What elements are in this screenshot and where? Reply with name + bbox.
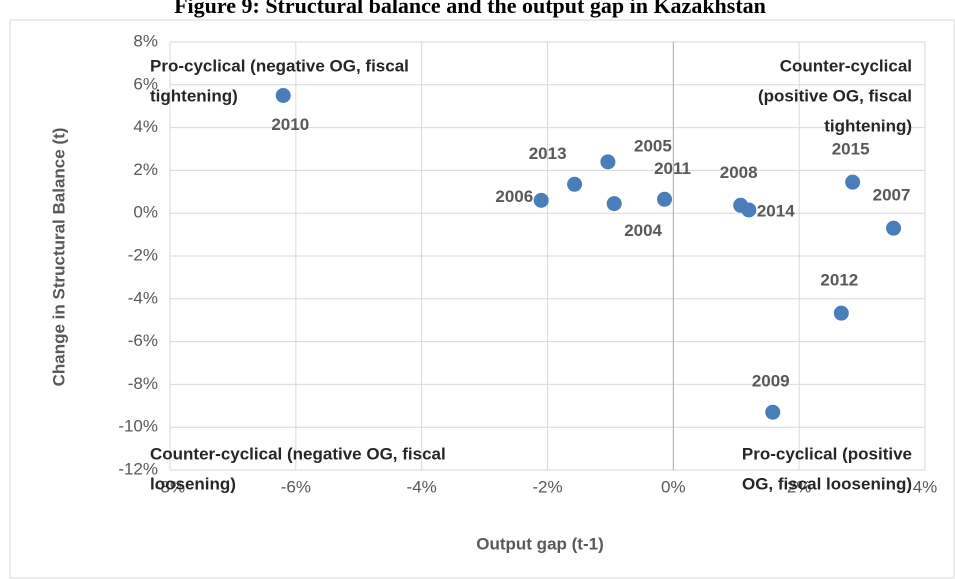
point xyxy=(741,202,757,218)
point xyxy=(567,176,583,192)
x-tick-label: 2% xyxy=(787,477,812,496)
point xyxy=(533,192,549,208)
quadrant-annotation: Pro-cyclical (negative OG, fiscal xyxy=(150,56,409,75)
x-tick-label: 0% xyxy=(661,477,686,496)
quadrant-annotation: OG, fiscal loosening) xyxy=(742,474,912,493)
point-label: 2008 xyxy=(720,163,758,182)
y-tick-label: 6% xyxy=(133,74,158,93)
y-tick-label: -8% xyxy=(128,374,158,393)
point-label: 2010 xyxy=(271,115,309,134)
y-tick-label: -10% xyxy=(118,417,158,436)
quadrant-annotation: Pro-cyclical (positive xyxy=(742,444,912,463)
point xyxy=(845,174,861,190)
x-tick-label: -6% xyxy=(281,477,311,496)
y-axis-label: Change in Structural Balance (t) xyxy=(49,128,68,387)
point-label: 2004 xyxy=(624,221,662,240)
point xyxy=(600,154,616,170)
point xyxy=(886,220,902,236)
y-tick-label: 2% xyxy=(133,160,158,179)
y-tick-label: -6% xyxy=(128,331,158,350)
point-label: 2009 xyxy=(752,372,790,391)
y-tick-label: 0% xyxy=(133,203,158,222)
y-tick-label: -12% xyxy=(118,459,158,478)
point xyxy=(606,196,622,212)
point xyxy=(657,191,673,207)
point-label: 2005 xyxy=(634,136,672,155)
quadrant-annotation: loosening) xyxy=(150,474,236,493)
chart-title: Figure 9: Structural balance and the out… xyxy=(174,0,766,18)
y-tick-label: 8% xyxy=(133,31,158,50)
x-tick-label: 4% xyxy=(913,477,938,496)
point-label: 2013 xyxy=(529,144,567,163)
quadrant-annotation: (positive OG, fiscal xyxy=(758,86,912,105)
point-label: 2006 xyxy=(495,187,533,206)
quadrant-annotation: Counter-cyclical (negative OG, fiscal xyxy=(150,444,446,463)
point-label: 2012 xyxy=(820,271,858,290)
x-tick-label: -8% xyxy=(155,477,185,496)
point xyxy=(275,88,291,103)
point xyxy=(833,305,849,321)
point-label: 2011 xyxy=(654,159,691,178)
quadrant-annotation: Counter-cyclical xyxy=(780,56,912,75)
quadrant-annotation: tightening) xyxy=(150,86,238,105)
point xyxy=(765,404,781,420)
x-tick-label: -2% xyxy=(532,477,562,496)
y-tick-label: 4% xyxy=(133,117,158,136)
y-tick-label: -4% xyxy=(128,288,158,307)
x-axis-label: Output gap (t-1) xyxy=(476,534,603,553)
point-label: 2014 xyxy=(757,201,795,220)
quadrant-annotation: tightening) xyxy=(824,116,912,135)
point-label: 2007 xyxy=(873,186,911,205)
y-tick-label: -2% xyxy=(128,245,158,264)
x-tick-label: -4% xyxy=(407,477,437,496)
point-label: 2015 xyxy=(832,140,870,159)
